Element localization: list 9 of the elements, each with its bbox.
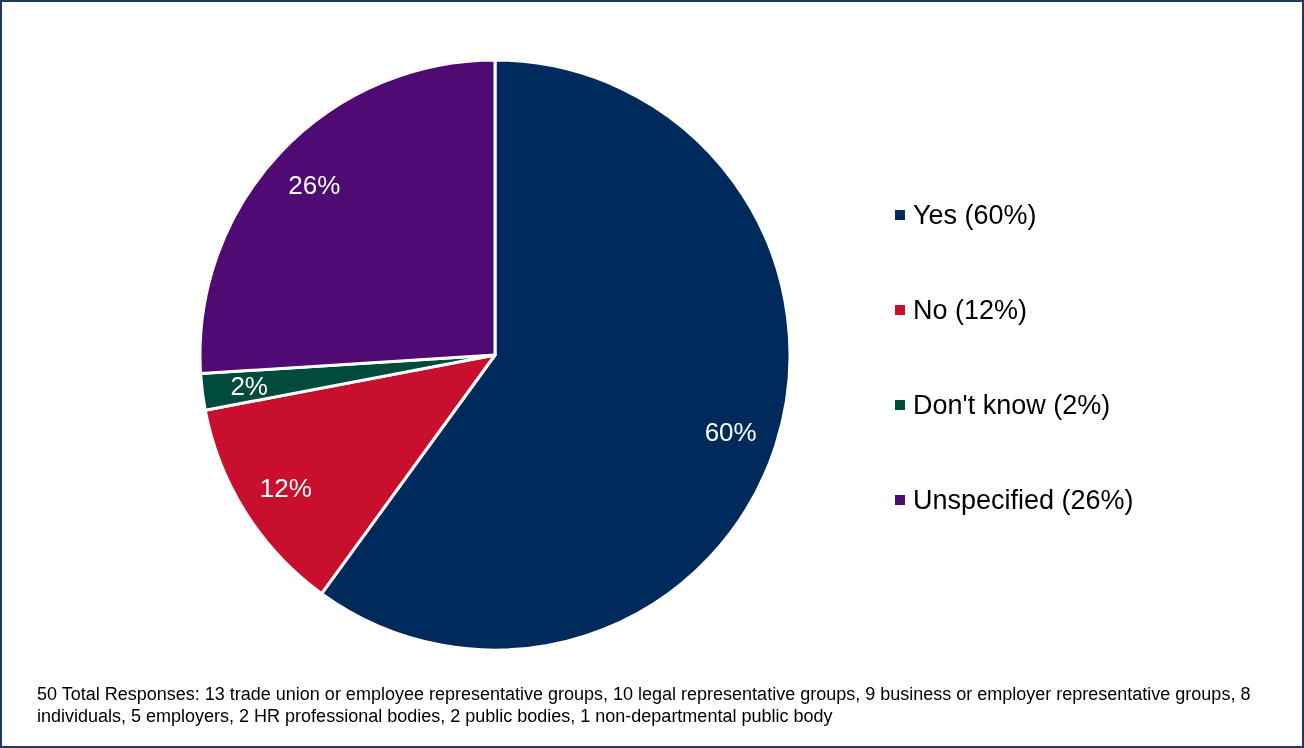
- data-label: 12%: [259, 472, 312, 503]
- legend-label: Yes (60%): [913, 200, 1037, 230]
- data-label: 2%: [230, 371, 268, 402]
- data-label: 60%: [704, 416, 757, 447]
- text: 50 Total Responses: 13 trade union or employee representative groups, 10 legal representative groups, 9 business or employer representative groups, 8 individuals, 5 employers, 2 HR professional bodies, 2 public bodies, 1 non-departmental public body: [37, 684, 1251, 726]
- legend-label: Unspecified (26%): [913, 485, 1134, 515]
- data-label: 26%: [288, 170, 341, 201]
- legend-label: Don't know (2%): [913, 390, 1111, 420]
- legend-label: No (12%): [913, 295, 1028, 325]
